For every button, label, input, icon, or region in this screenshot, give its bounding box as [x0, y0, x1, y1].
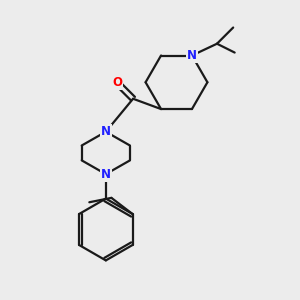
Text: N: N	[101, 168, 111, 181]
Text: N: N	[187, 49, 197, 62]
Text: N: N	[101, 125, 111, 138]
Text: O: O	[112, 76, 122, 89]
